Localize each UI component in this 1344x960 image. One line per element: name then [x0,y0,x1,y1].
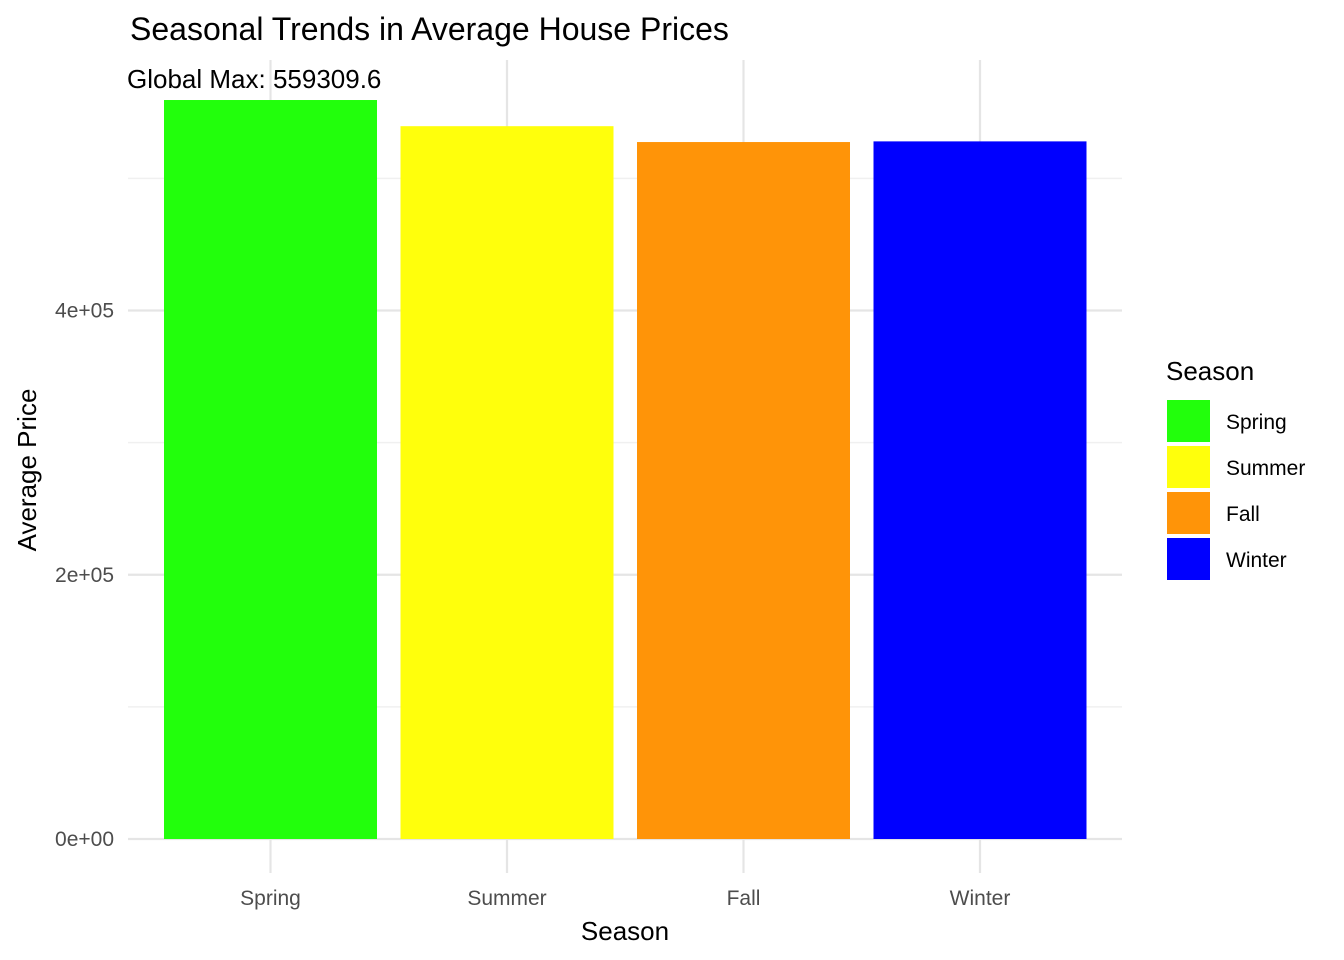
bars [164,100,1087,840]
y-tick-label: 0e+00 [55,828,114,851]
legend: Season Spring Summer Fall Winter [1166,356,1305,580]
y-tick-label: 2e+05 [55,564,114,587]
legend-items: Spring Summer Fall Winter [1167,400,1305,580]
x-tick-label: Summer [467,887,546,910]
legend-swatch-spring [1167,400,1210,442]
x-tick-label: Fall [727,887,761,910]
chart-title: Seasonal Trends in Average House Prices [130,11,729,47]
y-axis-ticks: 0e+00 2e+05 4e+05 [55,300,114,852]
x-axis-ticks: Spring Summer Fall Winter [240,887,1010,910]
bar-summer [400,126,614,840]
y-tick-label: 4e+05 [55,300,114,323]
legend-swatch-fall [1167,492,1210,534]
legend-swatch-winter [1167,538,1210,580]
y-axis-title: Average Price [12,389,42,552]
legend-label-winter: Winter [1226,549,1287,572]
x-axis-title: Season [581,916,669,946]
legend-label-spring: Spring [1226,411,1287,434]
legend-label-summer: Summer [1226,457,1305,480]
global-max-annotation: Global Max: 559309.6 [127,64,381,94]
legend-title: Season [1166,356,1254,386]
legend-label-fall: Fall [1226,503,1260,526]
bar-winter [873,141,1087,839]
x-tick-label: Spring [240,887,301,910]
legend-swatch-summer [1167,446,1210,488]
bar-spring [164,100,377,839]
x-tick-label: Winter [950,887,1011,910]
bar-fall [637,142,850,839]
